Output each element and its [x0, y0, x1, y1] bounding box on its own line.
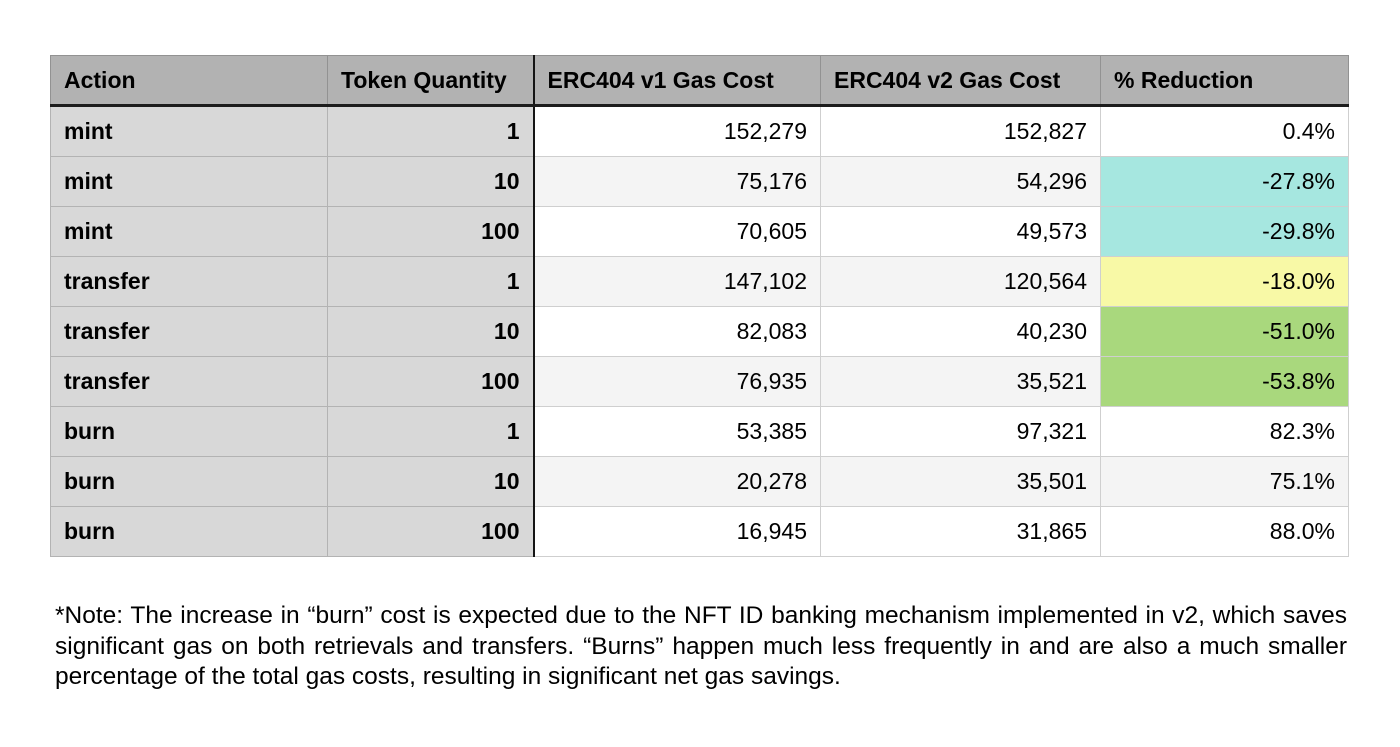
- cell-percent-reduction: -53.8%: [1100, 356, 1349, 407]
- footnote: *Note: The increase in “burn” cost is ex…: [55, 602, 1347, 690]
- table-row: mint 10 75,176 54,296 -27.8%: [50, 156, 1349, 207]
- cell-v2-gas-cost: 120,564: [820, 256, 1101, 307]
- cell-percent-reduction: 82.3%: [1100, 406, 1349, 457]
- cell-v2-gas-cost: 97,321: [820, 406, 1101, 457]
- header-row: Action Token Quantity ERC404 v1 Gas Cost…: [50, 55, 1349, 107]
- cell-token-quantity: 1: [327, 406, 535, 457]
- table-body: mint 1 152,279 152,827 0.4% mint 10 75,1…: [50, 105, 1349, 557]
- cell-token-quantity: 100: [327, 206, 535, 257]
- cell-percent-reduction: 88.0%: [1100, 506, 1349, 557]
- table-row: mint 1 152,279 152,827 0.4%: [50, 105, 1349, 157]
- cell-v2-gas-cost: 40,230: [820, 306, 1101, 357]
- table-row: burn 1 53,385 97,321 82.3%: [50, 406, 1349, 457]
- cell-action: burn: [50, 506, 328, 557]
- cell-action: transfer: [50, 306, 328, 357]
- cell-v2-gas-cost: 35,501: [820, 456, 1101, 507]
- column-header-v2-gas-cost: ERC404 v2 Gas Cost: [820, 55, 1101, 107]
- table-row: mint 100 70,605 49,573 -29.8%: [50, 206, 1349, 257]
- table-row: burn 100 16,945 31,865 88.0%: [50, 506, 1349, 557]
- cell-v1-gas-cost: 147,102: [533, 256, 821, 307]
- cell-v1-gas-cost: 75,176: [533, 156, 821, 207]
- cell-v1-gas-cost: 20,278: [533, 456, 821, 507]
- cell-percent-reduction: 0.4%: [1100, 105, 1349, 157]
- cell-v1-gas-cost: 82,083: [533, 306, 821, 357]
- cell-action: transfer: [50, 256, 328, 307]
- cell-v2-gas-cost: 49,573: [820, 206, 1101, 257]
- gas-cost-comparison-table: Action Token Quantity ERC404 v1 Gas Cost…: [50, 55, 1349, 557]
- cell-token-quantity: 10: [327, 306, 535, 357]
- cell-action: burn: [50, 406, 328, 457]
- column-header-token-quantity: Token Quantity: [327, 55, 535, 107]
- cell-token-quantity: 100: [327, 356, 535, 407]
- cell-v1-gas-cost: 76,935: [533, 356, 821, 407]
- table-row: transfer 10 82,083 40,230 -51.0%: [50, 306, 1349, 357]
- cell-v2-gas-cost: 54,296: [820, 156, 1101, 207]
- column-header-percent-reduction: % Reduction: [1100, 55, 1349, 107]
- cell-token-quantity: 100: [327, 506, 535, 557]
- cell-v1-gas-cost: 70,605: [533, 206, 821, 257]
- table-row: transfer 100 76,935 35,521 -53.8%: [50, 356, 1349, 407]
- cell-v1-gas-cost: 152,279: [533, 105, 821, 157]
- cell-v1-gas-cost: 16,945: [533, 506, 821, 557]
- cell-action: burn: [50, 456, 328, 507]
- cell-v2-gas-cost: 31,865: [820, 506, 1101, 557]
- cell-v1-gas-cost: 53,385: [533, 406, 821, 457]
- cell-token-quantity: 1: [327, 256, 535, 307]
- table-row: transfer 1 147,102 120,564 -18.0%: [50, 256, 1349, 307]
- cell-percent-reduction: -29.8%: [1100, 206, 1349, 257]
- column-header-action: Action: [50, 55, 328, 107]
- table-row: burn 10 20,278 35,501 75.1%: [50, 456, 1349, 507]
- cell-action: transfer: [50, 356, 328, 407]
- cell-percent-reduction: -51.0%: [1100, 306, 1349, 357]
- cell-action: mint: [50, 206, 328, 257]
- cell-token-quantity: 1: [327, 105, 535, 157]
- cell-v2-gas-cost: 152,827: [820, 105, 1101, 157]
- column-header-v1-gas-cost: ERC404 v1 Gas Cost: [533, 55, 821, 107]
- cell-token-quantity: 10: [327, 156, 535, 207]
- cell-percent-reduction: -18.0%: [1100, 256, 1349, 307]
- cell-v2-gas-cost: 35,521: [820, 356, 1101, 407]
- cell-token-quantity: 10: [327, 456, 535, 507]
- table-header: Action Token Quantity ERC404 v1 Gas Cost…: [50, 55, 1349, 107]
- cell-percent-reduction: 75.1%: [1100, 456, 1349, 507]
- cell-percent-reduction: -27.8%: [1100, 156, 1349, 207]
- cell-action: mint: [50, 156, 328, 207]
- cell-action: mint: [50, 105, 328, 157]
